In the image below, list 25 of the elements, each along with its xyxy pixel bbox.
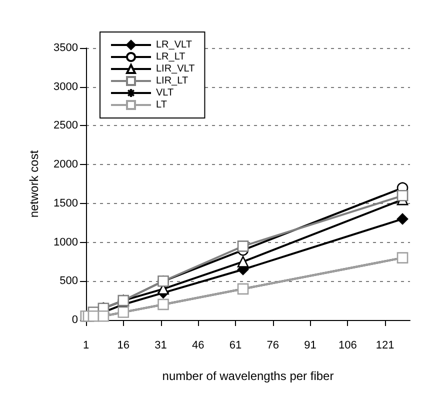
x-tick-label: 61 xyxy=(229,340,242,352)
y-tick-label: 3000 xyxy=(54,80,78,93)
x-tick-label: 31 xyxy=(154,340,167,352)
legend-label: LIR_LT xyxy=(156,76,188,86)
y-tick-label: 2500 xyxy=(54,120,78,132)
y-tick-label: 500 xyxy=(60,275,78,288)
x-tick-label: 91 xyxy=(304,340,316,352)
y-axis-title: network cost xyxy=(27,150,41,218)
x-axis-title: number of wavelengths per fiber xyxy=(162,369,334,383)
legend-label: LIR_VLT xyxy=(156,64,195,74)
x-tick-label: 46 xyxy=(192,340,204,352)
y-tick-label: 2000 xyxy=(54,158,78,171)
y-tick-label: 3500 xyxy=(54,42,78,54)
legend-label: LR_LT xyxy=(156,52,186,62)
legend-label: VLT xyxy=(156,88,174,98)
x-tick-label: 1 xyxy=(82,340,90,352)
y-tick-label: 1500 xyxy=(54,197,78,210)
x-tick-label: 16 xyxy=(117,340,130,352)
legend-label: LR_VLT xyxy=(156,40,192,50)
y-tick-label: 0 xyxy=(72,314,78,326)
y-tick-label: 1000 xyxy=(54,236,78,248)
legend-label: LT xyxy=(156,100,167,110)
x-tick-label: 76 xyxy=(266,340,280,352)
x-tick-label: 121 xyxy=(376,340,394,352)
x-tick-label: 106 xyxy=(338,340,357,352)
